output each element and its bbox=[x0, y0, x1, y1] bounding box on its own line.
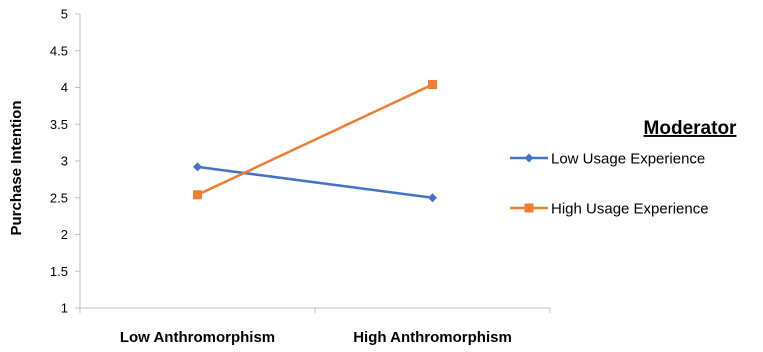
data-point bbox=[193, 162, 202, 172]
y-tick-label: 3 bbox=[61, 154, 68, 169]
y-tick-label: 5 bbox=[61, 7, 68, 22]
y-tick-label: 1 bbox=[61, 301, 68, 316]
y-tick-label: 2.5 bbox=[50, 190, 68, 205]
legend-marker bbox=[524, 203, 534, 213]
data-point bbox=[193, 190, 202, 200]
data-point bbox=[428, 80, 437, 90]
y-axis-label: Purchase Intention bbox=[8, 100, 25, 235]
legend-entry-label: High Usage Experience bbox=[551, 201, 709, 218]
legend-marker bbox=[524, 153, 534, 163]
x-tick-label: Low Anthromorphism bbox=[120, 329, 275, 346]
y-tick-label: 4.5 bbox=[50, 43, 68, 58]
series-line bbox=[197, 165, 433, 199]
y-tick-label: 3.5 bbox=[50, 117, 68, 132]
legend: Moderator Low Usage Experience High Usage… bbox=[510, 118, 737, 218]
data-point bbox=[428, 193, 437, 203]
y-tick-label: 1.5 bbox=[50, 264, 68, 279]
legend-entry-label: Low Usage Experience bbox=[551, 151, 705, 168]
legend-title: Moderator bbox=[644, 118, 738, 139]
plot-area: 1 1.5 2 2.5 3 3.5 4 4.5 5 Low Anthromorphism High … bbox=[50, 7, 551, 346]
x-tick-label: High Anthromorphism bbox=[353, 329, 512, 346]
series-line bbox=[196, 83, 434, 196]
y-tick-label: 2 bbox=[61, 227, 68, 242]
y-tick-label: 4 bbox=[61, 80, 68, 95]
